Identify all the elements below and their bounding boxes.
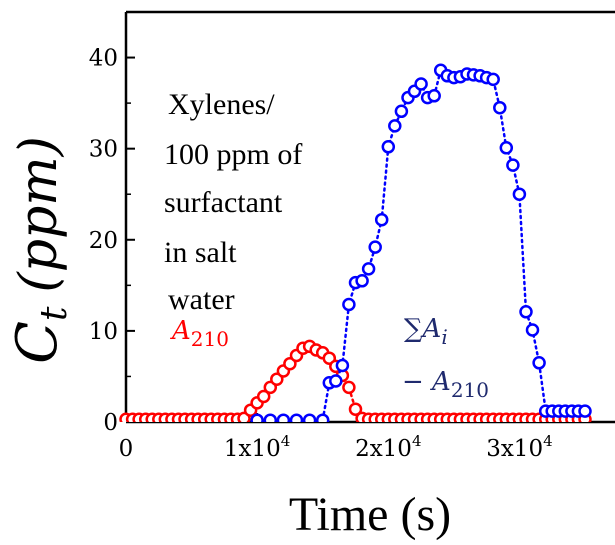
annotation-line-2: 100 ppm of (164, 138, 302, 171)
series-1-point-3 (291, 415, 302, 426)
series-1-point-33 (501, 142, 512, 153)
series-1-point-1 (265, 415, 276, 426)
y-tick-label-4: 40 (89, 46, 118, 72)
series-1-point-4 (304, 415, 315, 426)
series-1-point-34 (507, 160, 518, 171)
annotation-line-5: water (168, 283, 235, 316)
y-axis-title-sub: t (34, 306, 75, 321)
series-1-point-38 (534, 357, 545, 368)
series-label-a210: A210 (170, 316, 229, 351)
series-1-point-16 (389, 120, 400, 131)
series-1-point-36 (521, 306, 532, 317)
series-1-point-20 (416, 79, 427, 90)
series-1-point-7 (330, 376, 341, 387)
series-1-point-32 (494, 102, 505, 113)
series-1-point-37 (527, 325, 538, 336)
series-1-point-22 (429, 90, 440, 101)
series-0-point-34 (343, 382, 354, 393)
series-1-point-5 (317, 415, 328, 426)
series-1-point-17 (396, 106, 407, 117)
y-tick-label-1: 10 (89, 319, 118, 345)
series-1-point-15 (383, 141, 394, 152)
x-tick-label-1: 1x104 (224, 432, 290, 462)
series-1-point-31 (488, 74, 499, 85)
series-1-point-2 (278, 415, 289, 426)
x-tick-label-3: 3x104 (486, 432, 552, 462)
y-tick-label-3: 30 (89, 137, 118, 163)
y-axis-title-main: C (5, 321, 70, 364)
series-1-point-14 (376, 214, 387, 225)
x-tick-label-0: 0 (119, 436, 134, 462)
x-tick-label-2: 2x104 (355, 432, 421, 462)
svg-text:Ct(ppm): Ct (ppm) (5, 136, 75, 364)
series-1-point-0 (252, 415, 263, 426)
annotation-line-1: Xylenes/ (168, 88, 275, 121)
x-axis-title: Time (s) (289, 488, 451, 541)
annotation-line-3: surfactant (164, 186, 283, 219)
y-tick-label-2: 20 (89, 228, 118, 254)
annotation-line-4: in salt (164, 236, 237, 269)
y-tick-label-0: 0 (103, 410, 118, 436)
series-0 (121, 341, 591, 425)
y-axis-title: Ct (ppm) (5, 136, 75, 364)
series-1-point-9 (343, 299, 354, 310)
series-1-point-35 (514, 189, 525, 200)
series-1-point-45 (580, 406, 591, 417)
series-1-point-11 (357, 275, 368, 286)
series-label-minus: − A210 (402, 367, 489, 402)
series-1-point-8 (337, 360, 348, 371)
annotation: Xylenes/ 100 ppm of surfactant in salt w… (164, 88, 302, 316)
series-1-point-13 (370, 242, 381, 253)
series-label-sum: ∑Ai (404, 314, 448, 349)
series-1-point-12 (363, 263, 374, 274)
y-axis-title-unit: (ppm) (9, 136, 69, 292)
